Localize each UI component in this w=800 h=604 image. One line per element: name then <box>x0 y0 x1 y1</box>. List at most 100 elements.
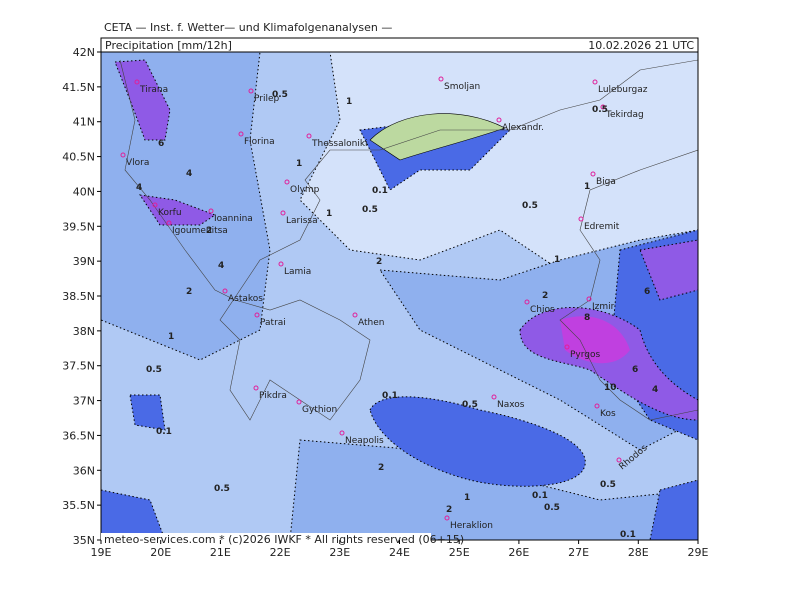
city-marker <box>616 457 622 463</box>
contour-label: 0.1 <box>620 530 636 540</box>
city-label: Tekirdag <box>605 110 644 120</box>
city-label: Astakos <box>228 294 263 304</box>
city-label: Kos <box>600 409 616 419</box>
city-marker <box>278 261 284 267</box>
city-marker <box>594 403 600 409</box>
lon-label: 29E <box>688 546 709 559</box>
city-label: Prilep <box>254 94 280 104</box>
footer-box <box>101 533 431 545</box>
city-marker <box>339 430 345 436</box>
lon-label: 23E <box>329 546 350 559</box>
contour-label: 4 <box>218 261 224 271</box>
lon-label: 25E <box>449 546 470 559</box>
contour-label: 0.1 <box>372 186 388 196</box>
footer: meteo-services.com * (c)2026 IWKF * All … <box>104 533 464 546</box>
lat-label: 36.5N <box>62 429 95 442</box>
contour-label: 0.5 <box>592 105 608 115</box>
city-marker <box>590 171 596 177</box>
lon-label: 26E <box>508 546 529 559</box>
city-label: Biga <box>596 177 616 187</box>
contour-label: 1 <box>326 209 332 219</box>
city-label: Igoumenitsa <box>172 226 228 236</box>
city-marker <box>444 515 450 521</box>
contour-label: 1 <box>584 182 590 192</box>
city-label: Ioannina <box>214 214 253 224</box>
lat-label: 39N <box>73 255 95 268</box>
city-label: Gythion <box>302 405 337 415</box>
lat-label: 36N <box>73 464 95 477</box>
lon-label: 21E <box>210 546 231 559</box>
city-marker <box>600 104 606 110</box>
contour-label: 8 <box>584 313 590 323</box>
lon-label: 20E <box>150 546 171 559</box>
city-label: Korfu <box>158 208 182 218</box>
city-marker <box>248 88 254 94</box>
contour-label: 0.5 <box>146 365 162 375</box>
lat-label: 35.5N <box>62 499 95 512</box>
field-label: Precipitation [mm/12h] <box>105 39 232 52</box>
city-marker <box>592 79 598 85</box>
lat-label: 38.5N <box>62 290 95 303</box>
city-marker <box>222 288 228 294</box>
contour-label: 6 <box>632 365 638 375</box>
contour-label: 0.1 <box>532 491 548 501</box>
city-marker <box>306 133 312 139</box>
contour-label: 1 <box>168 332 174 342</box>
contour-label: 0.1 <box>382 391 398 401</box>
lat-label: 35N <box>73 534 95 547</box>
contour-label: 1 <box>296 159 302 169</box>
lon-label: 27E <box>568 546 589 559</box>
city-marker <box>166 220 172 226</box>
lon-label: 24E <box>389 546 410 559</box>
city-marker <box>496 117 502 123</box>
valid-time: 10.02.2026 21 UTC <box>588 39 694 52</box>
city-marker <box>586 296 592 302</box>
lat-label: 40.5N <box>62 151 95 164</box>
city-label: Chios <box>530 305 555 315</box>
city-marker <box>152 202 158 208</box>
city-label: Thessaloniki <box>311 139 368 149</box>
city-label: Heraklion <box>450 521 493 531</box>
city-label: Athen <box>358 318 384 328</box>
city-marker <box>284 179 290 185</box>
contour-label: 0.5 <box>544 503 560 513</box>
city-label: Luleburgaz <box>598 85 648 95</box>
lon-label: 28E <box>628 546 649 559</box>
city-label: Smoljan <box>444 82 480 92</box>
lat-label: 38N <box>73 325 95 338</box>
city-marker <box>564 344 570 350</box>
city-marker <box>524 299 530 305</box>
city-marker <box>208 208 214 214</box>
map-area <box>101 52 698 540</box>
city-marker <box>578 216 584 222</box>
city-marker <box>438 76 444 82</box>
contour-label: 1 <box>554 255 560 265</box>
city-label: Patrai <box>260 318 286 328</box>
contour-label: 4 <box>186 169 192 179</box>
city-label: Tirana <box>139 85 168 95</box>
city-label: Olymp <box>290 185 320 195</box>
contour-label: 1 <box>464 493 470 503</box>
contour-label: 0.5 <box>462 400 478 410</box>
contour-label: 2 <box>206 226 212 236</box>
city-marker <box>120 152 126 158</box>
map-title: CETA — Inst. f. Wetter— und Klimafolgena… <box>104 21 392 34</box>
contour-label: 4 <box>136 183 142 193</box>
city-marker <box>238 131 244 137</box>
city-label: Florina <box>244 137 275 147</box>
city-marker <box>134 79 140 85</box>
city-label: Izmir <box>592 302 615 312</box>
city-marker <box>280 210 286 216</box>
city-label: Vlora <box>126 158 149 168</box>
city-label: Larissa <box>286 216 318 226</box>
contour-label: 0.5 <box>362 205 378 215</box>
lon-label: 22E <box>270 546 291 559</box>
city-marker <box>491 394 497 400</box>
city-label: Neapolis <box>345 436 384 446</box>
contour-label: 0.5 <box>600 480 616 490</box>
contour-label: 0.5 <box>272 90 288 100</box>
contour-label: 1 <box>346 97 352 107</box>
lat-label: 42N <box>73 46 95 59</box>
contour-label: 0.5 <box>522 201 538 211</box>
